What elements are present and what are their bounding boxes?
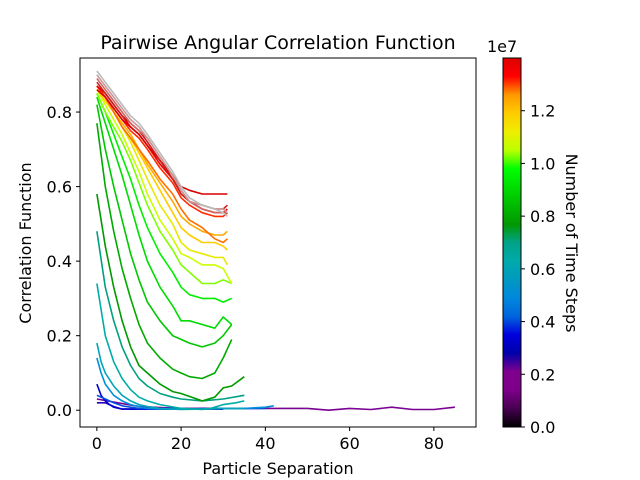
colorbar-offset-text: 1e7 (487, 37, 517, 56)
x-axis-label: Particle Separation (202, 459, 353, 478)
series-line-18 (96, 85, 228, 244)
y-tick-label: 0.6 (47, 178, 72, 197)
colorbar-tick-label: 0.2 (530, 365, 555, 384)
y-tick-label: 0.8 (47, 103, 72, 122)
series-line-12 (96, 93, 233, 303)
x-axis: 0 20 40 60 80 (92, 427, 444, 453)
x-tick-label: 40 (255, 434, 275, 453)
series-layer (96, 70, 455, 412)
plot-area (79, 57, 477, 428)
series-line-4 (96, 357, 274, 410)
series-line-8 (96, 193, 245, 402)
colorbar-tick-label: 1.2 (530, 102, 555, 121)
series-line-11 (96, 96, 233, 330)
series-line-14 (96, 89, 233, 284)
colorbar-tick-label: 1.0 (530, 154, 555, 173)
x-tick-label: 20 (171, 434, 191, 453)
colorbar-tick-label: 0.4 (530, 313, 555, 332)
y-tick-label: 0.4 (47, 252, 72, 271)
x-tick-label: 60 (339, 434, 359, 453)
series-line-13 (96, 93, 233, 285)
colorbar-ticks: 0.0 0.2 0.4 0.6 0.8 1.0 1.2 (521, 102, 555, 437)
y-tick-label: 0.0 (47, 401, 72, 420)
axes-frame (79, 57, 477, 428)
colorbar-tick-label: 0.8 (530, 207, 555, 226)
colorbar-label: Number of Time Steps (562, 154, 581, 333)
y-tick-label: 0.2 (47, 327, 72, 346)
series-line-10 (96, 104, 233, 348)
chart-title: Pairwise Angular Correlation Function (100, 32, 455, 54)
y-axis-label: Correlation Function (16, 162, 35, 323)
series-line-6 (96, 283, 245, 411)
colorbar-tick-label: 0.0 (530, 418, 555, 437)
x-tick-label: 0 (92, 434, 102, 453)
y-axis: 0.0 0.2 0.4 0.6 0.8 (47, 103, 80, 420)
colorbar-tick-label: 0.6 (530, 260, 555, 279)
colorbar: 0.0 0.2 0.4 0.6 0.8 1.0 1.2 1e7 Number of Time… (487, 37, 581, 437)
colorbar-gradient (502, 57, 522, 428)
series-line-9 (96, 123, 233, 380)
x-tick-label: 80 (424, 434, 444, 453)
series-line-25 (96, 70, 228, 218)
